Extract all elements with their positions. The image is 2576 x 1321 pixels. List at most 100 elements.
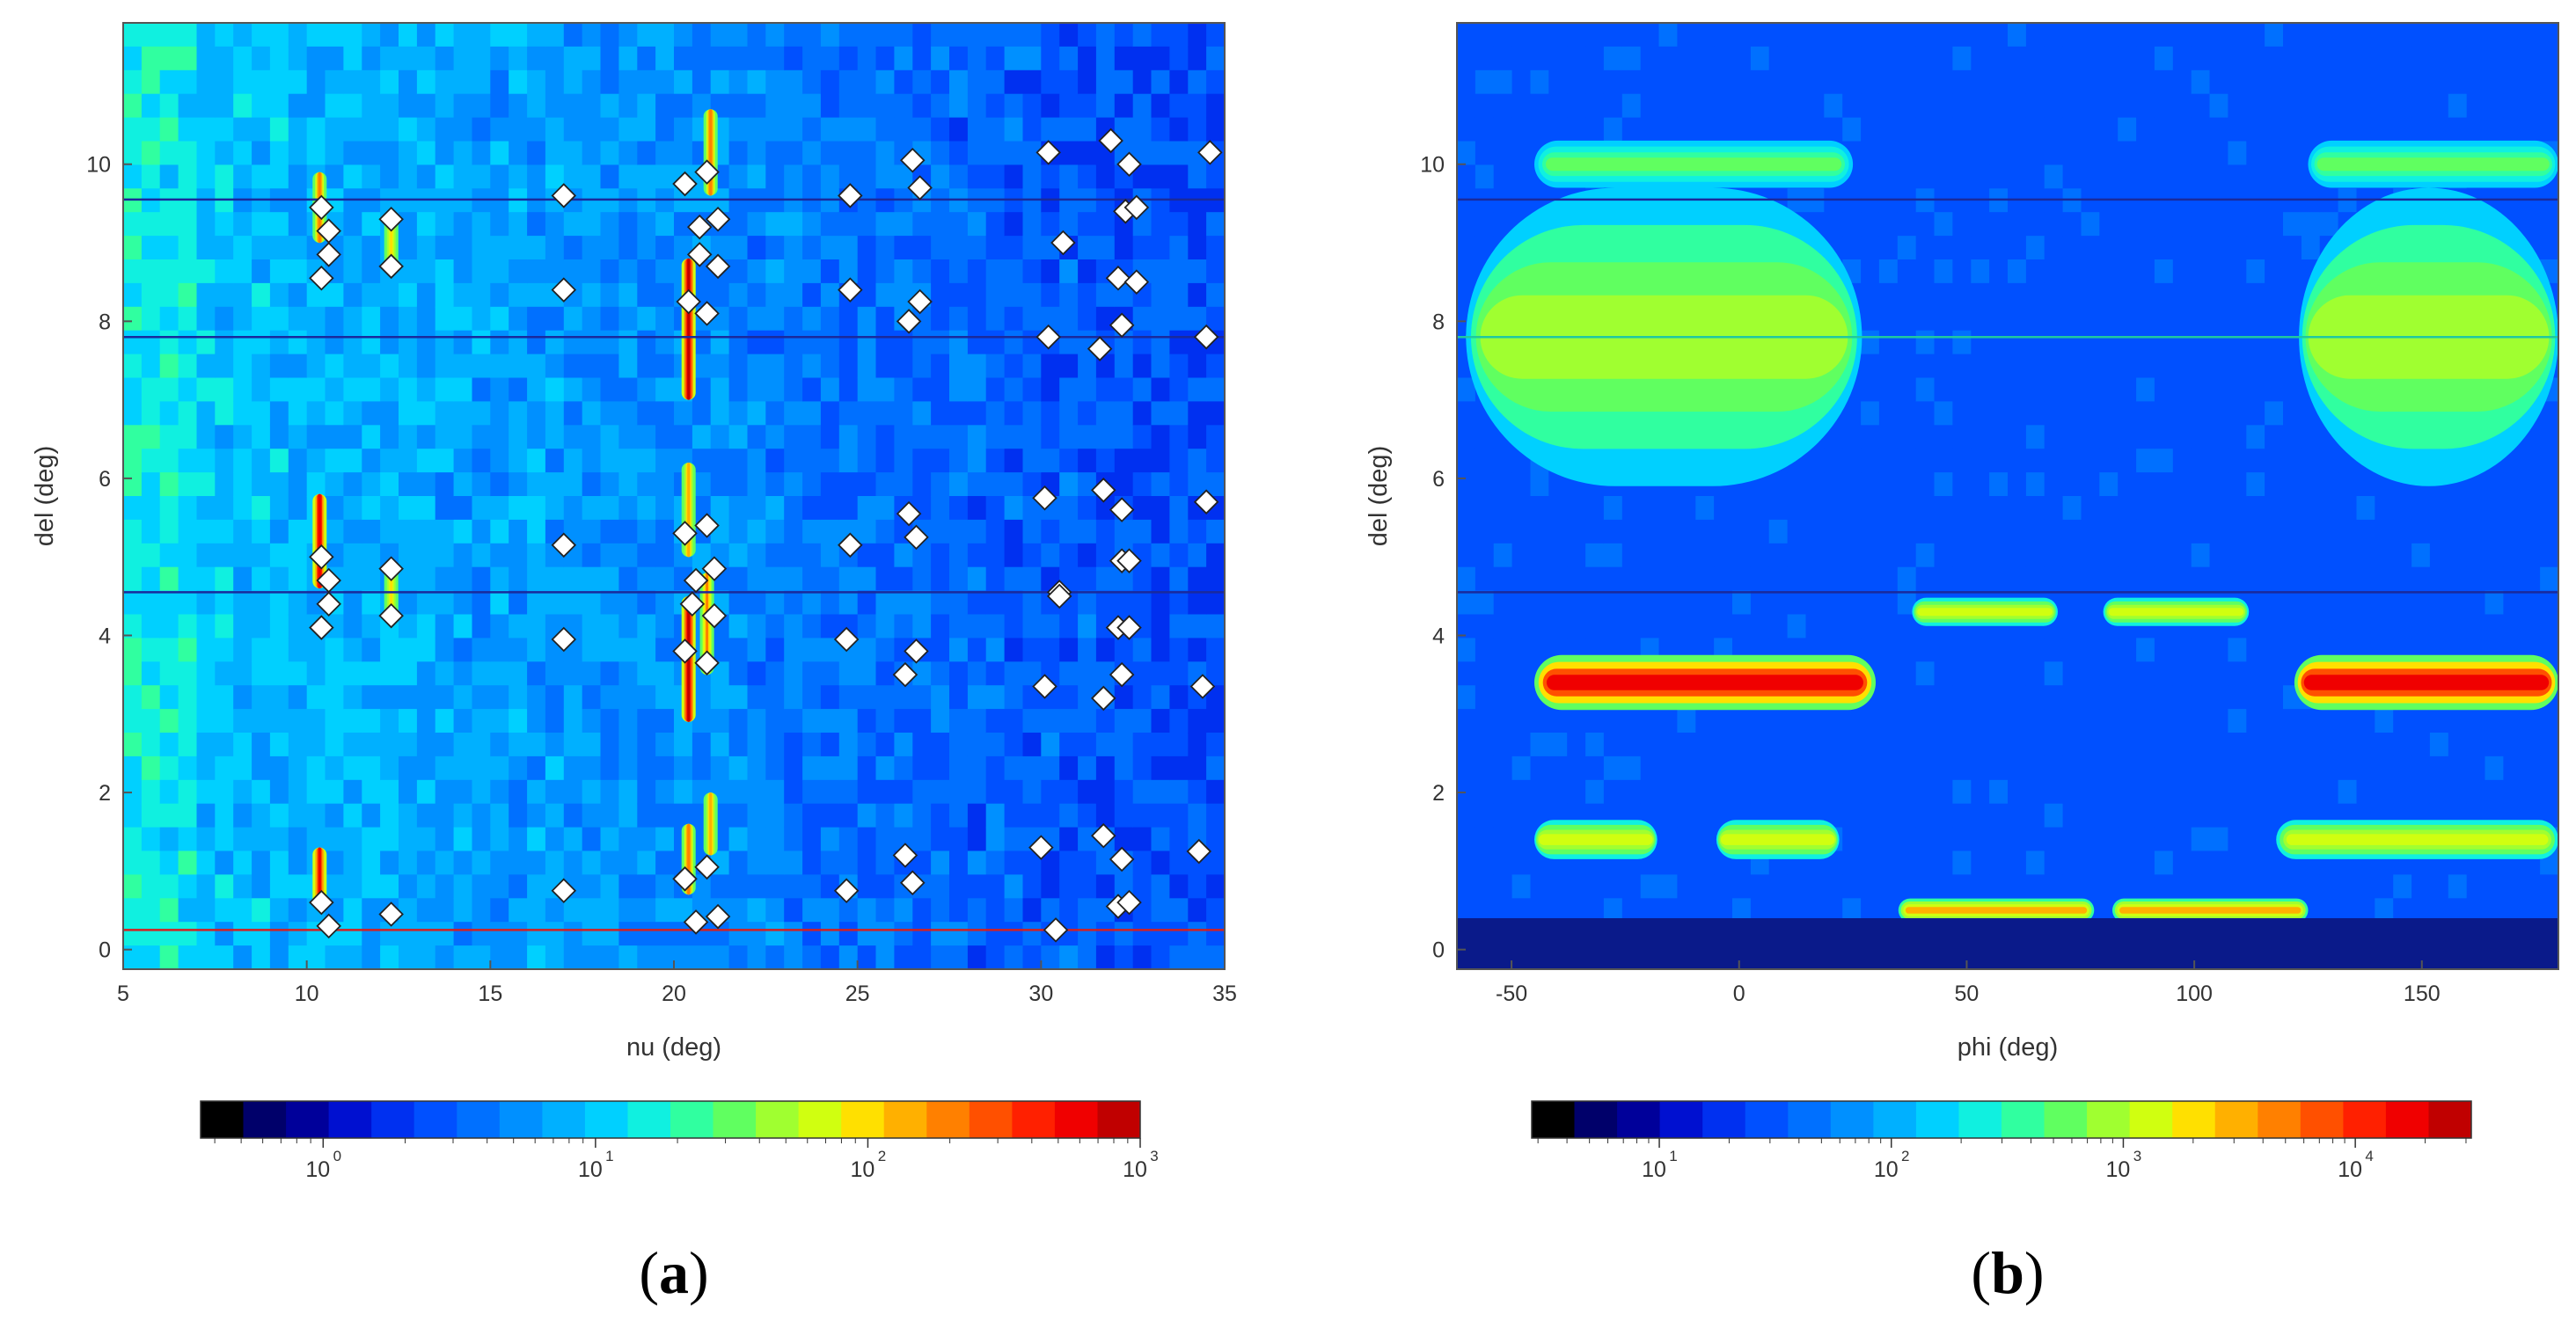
heatmap-cell	[2466, 23, 2486, 47]
heatmap-cell	[123, 945, 143, 970]
heatmap-cell	[325, 519, 344, 544]
heatmap-cell	[2008, 236, 2027, 260]
heatmap-cell	[1493, 472, 1513, 497]
heatmap-cell	[1004, 779, 1024, 805]
heatmap-cell	[380, 377, 399, 402]
heatmap-cell	[2136, 709, 2155, 733]
heatmap-cell	[1132, 685, 1153, 710]
heatmap-cell	[1952, 117, 1972, 142]
heatmap-cell	[1078, 401, 1097, 426]
heatmap-cell	[1457, 898, 1476, 923]
heatmap-cell	[2485, 69, 2504, 95]
heatmap-cell	[1861, 330, 1880, 355]
heatmap-cell	[1022, 93, 1042, 119]
heatmap-cell	[2283, 543, 2302, 568]
heatmap-cell	[233, 259, 252, 284]
heatmap-cell	[857, 377, 877, 402]
heatmap-cell	[2172, 566, 2192, 592]
heatmap-cell	[838, 898, 859, 923]
heatmap-cell	[1934, 874, 1953, 899]
heatmap-cell	[967, 377, 987, 402]
heatmap-cell	[1952, 69, 1972, 95]
heatmap-cell	[2246, 23, 2265, 47]
heatmap-cell	[655, 566, 675, 592]
heatmap-cell	[820, 23, 840, 47]
heatmap-cell	[215, 46, 234, 71]
colorbar-swatch	[413, 1101, 457, 1138]
heatmap-cell	[416, 117, 436, 142]
heatmap-cell	[2118, 69, 2137, 95]
heatmap-cell	[857, 543, 877, 568]
heatmap-cell	[1041, 401, 1060, 426]
heatmap-cell	[600, 945, 619, 970]
heatmap-cell	[269, 874, 289, 899]
peak-marker	[701, 602, 728, 629]
heatmap-cell	[1989, 638, 2009, 662]
heatmap-cell	[875, 850, 895, 875]
heatmap-cell	[215, 164, 234, 189]
heatmap-cell	[545, 377, 565, 402]
heatmap-cell	[399, 377, 418, 402]
heatmap-cell	[1059, 354, 1079, 379]
heatmap-cell	[600, 614, 619, 639]
heatmap-cell	[2393, 23, 2412, 47]
heatmap-cell	[269, 850, 289, 875]
heatmap-cell	[2448, 519, 2468, 544]
heatmap-cell	[2356, 23, 2375, 47]
heatmap-cell	[141, 354, 161, 379]
heatmap-cell	[637, 898, 656, 923]
heatmap-cell	[875, 164, 895, 189]
heatmap-cell	[472, 519, 491, 544]
heatmap-cell	[399, 709, 418, 733]
heatmap-cell	[674, 69, 693, 95]
heatmap-cell	[2172, 46, 2192, 71]
heatmap-cell	[985, 259, 1006, 284]
intensity-streak	[706, 573, 709, 675]
heatmap-cell	[343, 306, 362, 332]
heatmap-cell	[912, 566, 932, 592]
heatmap-cell	[545, 117, 565, 142]
heatmap-cell	[435, 850, 455, 875]
heatmap-cell	[2062, 377, 2082, 402]
heatmap-cell	[1188, 638, 1207, 662]
heatmap-cell	[655, 425, 675, 449]
heatmap-cell	[2301, 733, 2321, 757]
heatmap-cell	[747, 685, 766, 710]
heatmap-cell	[765, 590, 785, 616]
heatmap-cell	[931, 614, 950, 639]
heatmap-cell	[1915, 566, 1936, 592]
heatmap-cell	[159, 779, 179, 805]
heatmap-cell	[1787, 93, 1807, 119]
heatmap-cell	[1971, 661, 1990, 686]
heatmap-cell	[2429, 46, 2449, 71]
heatmap-cell	[820, 709, 840, 733]
heatmap-cell	[802, 733, 822, 757]
colorbar-tick-label: 10	[851, 1157, 875, 1182]
heatmap-cell	[1206, 449, 1226, 473]
heatmap-cell	[582, 259, 602, 284]
heatmap-cell	[1768, 614, 1789, 639]
heatmap-cell	[2228, 827, 2247, 852]
heatmap-cell	[1861, 23, 1880, 47]
heatmap-cell	[1585, 755, 1605, 781]
heatmap-cell	[1603, 566, 1623, 592]
heatmap-cell	[545, 401, 565, 426]
heatmap-cell	[269, 354, 289, 379]
heatmap-cell	[912, 614, 932, 639]
heatmap-cell	[545, 449, 565, 473]
heatmap-cell	[343, 46, 362, 71]
heatmap-cell	[1548, 519, 1568, 544]
heatmap-cell	[2246, 401, 2265, 426]
heatmap-cell	[453, 377, 473, 402]
heatmap-cell	[582, 709, 602, 733]
heatmap-cell	[1915, 425, 1936, 449]
heatmap-cell	[838, 755, 859, 781]
heatmap-cell	[802, 306, 822, 332]
heatmap-cell	[2393, 733, 2412, 757]
heatmap-cell	[380, 93, 399, 119]
heatmap-cell	[269, 236, 289, 260]
heatmap-cell	[563, 46, 583, 71]
heatmap-cell	[1934, 377, 1953, 402]
heatmap-cell	[380, 661, 399, 686]
heatmap-cell	[288, 543, 308, 568]
